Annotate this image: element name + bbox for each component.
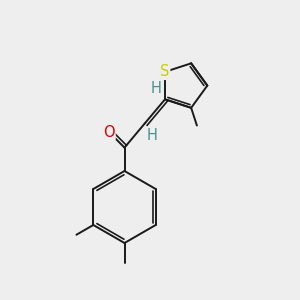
Text: S: S: [160, 64, 170, 79]
Text: O: O: [103, 125, 115, 140]
Text: H: H: [146, 128, 158, 143]
Text: H: H: [150, 81, 161, 96]
